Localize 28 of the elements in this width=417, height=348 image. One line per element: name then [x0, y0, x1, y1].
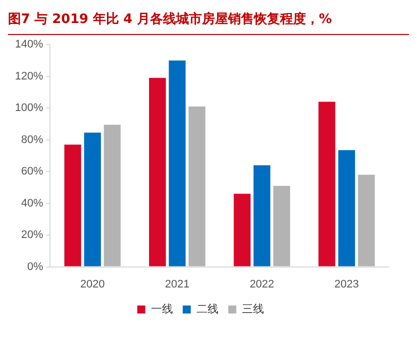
- legend-label: 一线: [150, 302, 173, 316]
- y-tick-label: 20%: [21, 229, 44, 242]
- bar: [234, 194, 251, 266]
- y-tick-label: 80%: [21, 134, 44, 146]
- bar: [318, 102, 336, 266]
- bar: [358, 174, 375, 266]
- chart-title: 图7 与 2019 年比 4 月各线城市房屋销售恢复程度，%: [8, 8, 409, 35]
- bar: [64, 144, 82, 266]
- bar: [188, 106, 206, 266]
- bar: [273, 186, 290, 266]
- legend-label: 二线: [196, 302, 218, 316]
- y-tick-label: 40%: [21, 197, 44, 210]
- bar: [149, 78, 166, 266]
- y-tick-label: 100%: [14, 102, 44, 114]
- bar: [168, 60, 186, 266]
- y-tick-label: 60%: [21, 166, 44, 178]
- bar: [254, 165, 270, 266]
- y-tick-label: 0%: [27, 260, 44, 273]
- y-tick-label: 140%: [14, 38, 44, 51]
- bar: [338, 150, 356, 266]
- legend-label: 三线: [242, 302, 264, 316]
- x-tick-label: 2020: [80, 278, 105, 290]
- x-tick-label: 2021: [164, 278, 190, 290]
- x-tick-label: 2023: [334, 278, 359, 290]
- y-tick-label: 120%: [14, 70, 44, 82]
- x-tick-label: 2022: [250, 278, 274, 290]
- bar: [84, 132, 101, 266]
- bar: [104, 124, 121, 266]
